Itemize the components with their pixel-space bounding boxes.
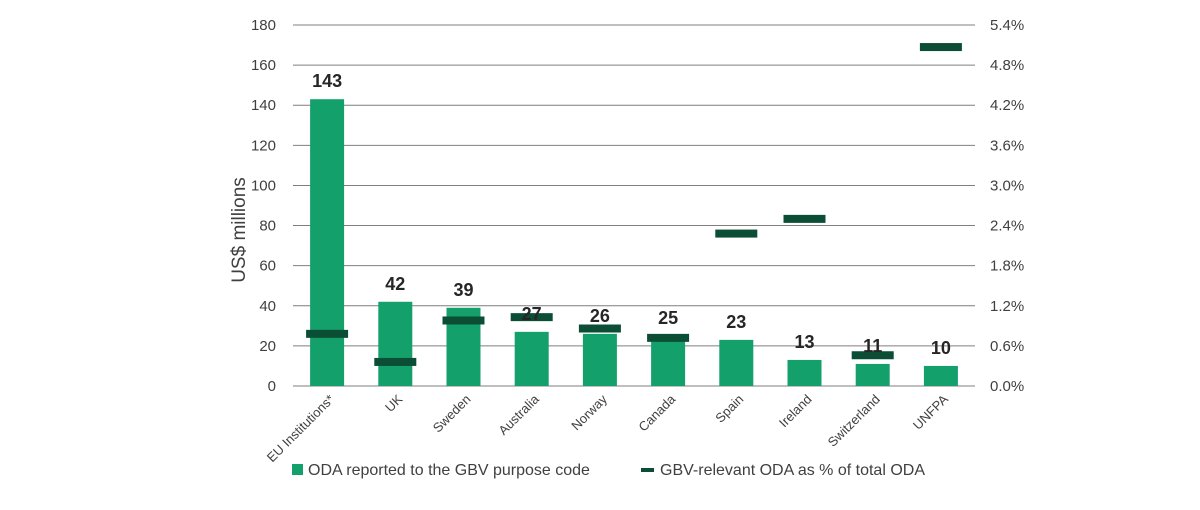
- y-tick-label: 40: [259, 298, 276, 315]
- y2-tick-label: 4.8%: [990, 57, 1024, 74]
- axis-ticks: 0 0.0% 20 0.6% 40 1.2% 60 1.8% 80 2.4% 100 3.0% 120 3…: [251, 17, 1024, 395]
- pct-marker: [510, 313, 553, 322]
- y-tick-label: 80: [259, 218, 276, 235]
- category-label: Canada: [635, 391, 678, 434]
- bar: [651, 335, 686, 386]
- y-tick-label: 0: [268, 378, 276, 395]
- category-label: Sweden: [430, 392, 474, 436]
- y2-tick-label: 2.4%: [990, 218, 1024, 235]
- bar: [719, 339, 754, 386]
- category-label: Norway: [568, 391, 610, 433]
- pct-marker: [306, 329, 349, 338]
- legend-bar-label: ODA reported to the GBV purpose code: [308, 462, 590, 479]
- bar: [310, 99, 345, 386]
- y2-tick-label: 3.6%: [990, 137, 1024, 154]
- y-tick-label: 100: [251, 177, 276, 194]
- category-label: UNFPA: [910, 391, 951, 432]
- category-labels: EU Institutions* UK Sweden Australia Norway C…: [264, 391, 951, 465]
- category-label: EU Institutions*: [264, 392, 337, 465]
- pct-marker: [578, 324, 621, 333]
- y-tick-label: 140: [251, 97, 276, 114]
- bar-value-label: 26: [590, 306, 610, 326]
- pct-marker: [919, 43, 962, 52]
- bar: [787, 359, 822, 386]
- y-tick-label: 60: [259, 258, 276, 275]
- bar-value-label: 23: [726, 312, 746, 332]
- data-labels: 143 42 39 27 26 25 23 13 11 10: [312, 71, 951, 358]
- bar-value-label: 27: [522, 304, 542, 324]
- legend-marker-swatch: [641, 468, 654, 472]
- category-label: Ireland: [776, 392, 815, 431]
- y-tick-label: 120: [251, 137, 276, 154]
- y-tick-label: 20: [259, 338, 276, 355]
- bar-value-label: 10: [931, 338, 951, 358]
- bar: [923, 365, 958, 386]
- bar: [378, 301, 413, 386]
- pct-marker: [442, 316, 485, 325]
- bar-value-label: 39: [453, 280, 473, 300]
- bar-value-label: 143: [312, 71, 342, 91]
- bar-value-label: 42: [385, 274, 405, 294]
- y2-tick-label: 3.0%: [990, 177, 1024, 194]
- category-label: Switzerland: [825, 392, 883, 450]
- y2-tick-label: 0.0%: [990, 378, 1024, 395]
- pct-marker: [715, 229, 758, 238]
- legend-bar-swatch: [292, 464, 303, 475]
- bar-series: [310, 99, 958, 386]
- pct-marker: [374, 357, 417, 366]
- legend-marker-label: GBV-relevant ODA as % of total ODA: [660, 462, 925, 479]
- bar: [855, 363, 890, 386]
- marker-series: [306, 43, 962, 366]
- y2-tick-label: 4.2%: [990, 97, 1024, 114]
- y2-tick-label: 1.2%: [990, 298, 1024, 315]
- y2-tick-label: 0.6%: [990, 338, 1024, 355]
- bar: [514, 331, 549, 386]
- y2-tick-label: 5.4%: [990, 17, 1024, 34]
- pct-marker: [783, 214, 826, 223]
- bar: [582, 333, 617, 386]
- bar-value-label: 13: [794, 332, 814, 352]
- pct-marker: [647, 333, 690, 342]
- category-label: Spain: [712, 392, 746, 426]
- category-label: UK: [382, 391, 406, 415]
- y2-tick-label: 1.8%: [990, 258, 1024, 275]
- bar-value-label: 25: [658, 308, 678, 328]
- y-tick-label: 180: [251, 17, 276, 34]
- y-axis-title: US$ millions: [229, 177, 250, 283]
- y-tick-label: 160: [251, 57, 276, 74]
- category-label: Australia: [495, 391, 542, 438]
- bar-value-label: 11: [863, 336, 882, 356]
- legend: ODA reported to the GBV purpose code GBV…: [292, 462, 925, 479]
- pct-marker: [851, 351, 894, 360]
